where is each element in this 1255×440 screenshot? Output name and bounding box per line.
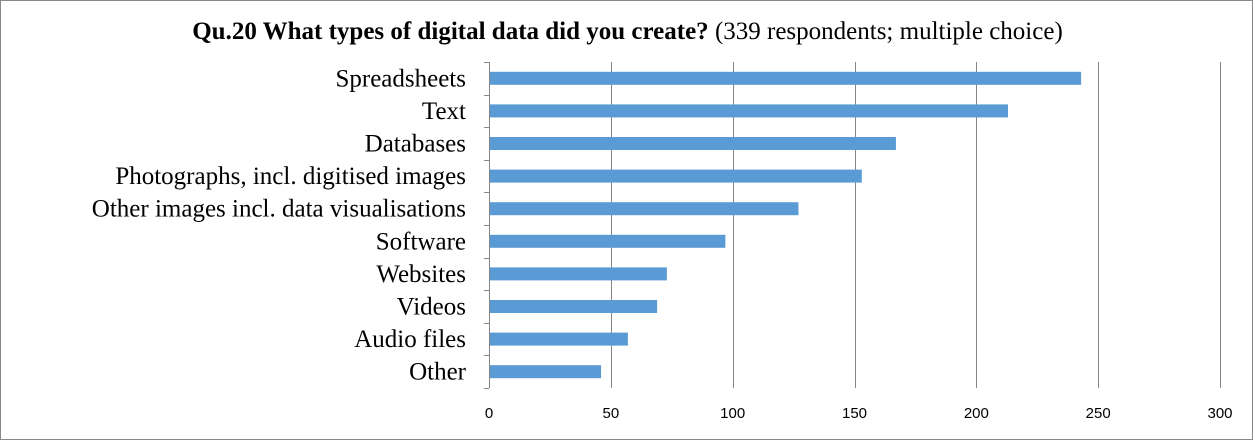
bar <box>490 104 1009 118</box>
category-label: Text <box>422 98 466 125</box>
category-label: Videos <box>397 294 466 321</box>
chart-title-bold: Qu.20 What types of digital data did you… <box>192 18 709 45</box>
bar <box>490 365 602 379</box>
x-tick-label: 150 <box>842 405 867 422</box>
label-layer: 0 50 100 150 200 250 300 Spreadsheets Text Databa… <box>92 65 1233 422</box>
category-label: Databases <box>365 131 466 158</box>
x-tick-label: 250 <box>1086 405 1111 422</box>
bar <box>490 300 658 313</box>
x-tick-label: 300 <box>1207 405 1232 422</box>
bar <box>490 71 1082 85</box>
bar-chart: 0 50 100 150 200 250 300 Spreadsheets Text Databa… <box>92 62 1233 422</box>
category-label: Websites <box>376 261 466 288</box>
bar-layer <box>490 71 1082 379</box>
bar <box>490 169 862 183</box>
x-tick-label: 100 <box>720 405 745 422</box>
chart-title-rest: (339 respondents; multiple choice) <box>708 18 1063 45</box>
category-label: Other images incl. data visualisations <box>92 196 466 223</box>
bar <box>490 332 628 346</box>
category-label: Software <box>376 228 466 255</box>
bar <box>490 202 799 216</box>
chart-title: Qu.20 What types of digital data did you… <box>0 18 1255 46</box>
bar <box>490 267 667 281</box>
bar <box>490 234 726 248</box>
category-label: Other <box>409 359 467 386</box>
category-label: Audio files <box>354 326 466 353</box>
x-tick-label: 50 <box>602 405 619 422</box>
category-label: Spreadsheets <box>335 65 466 92</box>
category-label: Photographs, incl. digitised images <box>115 163 466 190</box>
bar <box>490 137 896 150</box>
axis-layer <box>484 62 490 389</box>
x-tick-label: 0 <box>485 405 493 422</box>
x-tick-label: 200 <box>964 405 989 422</box>
